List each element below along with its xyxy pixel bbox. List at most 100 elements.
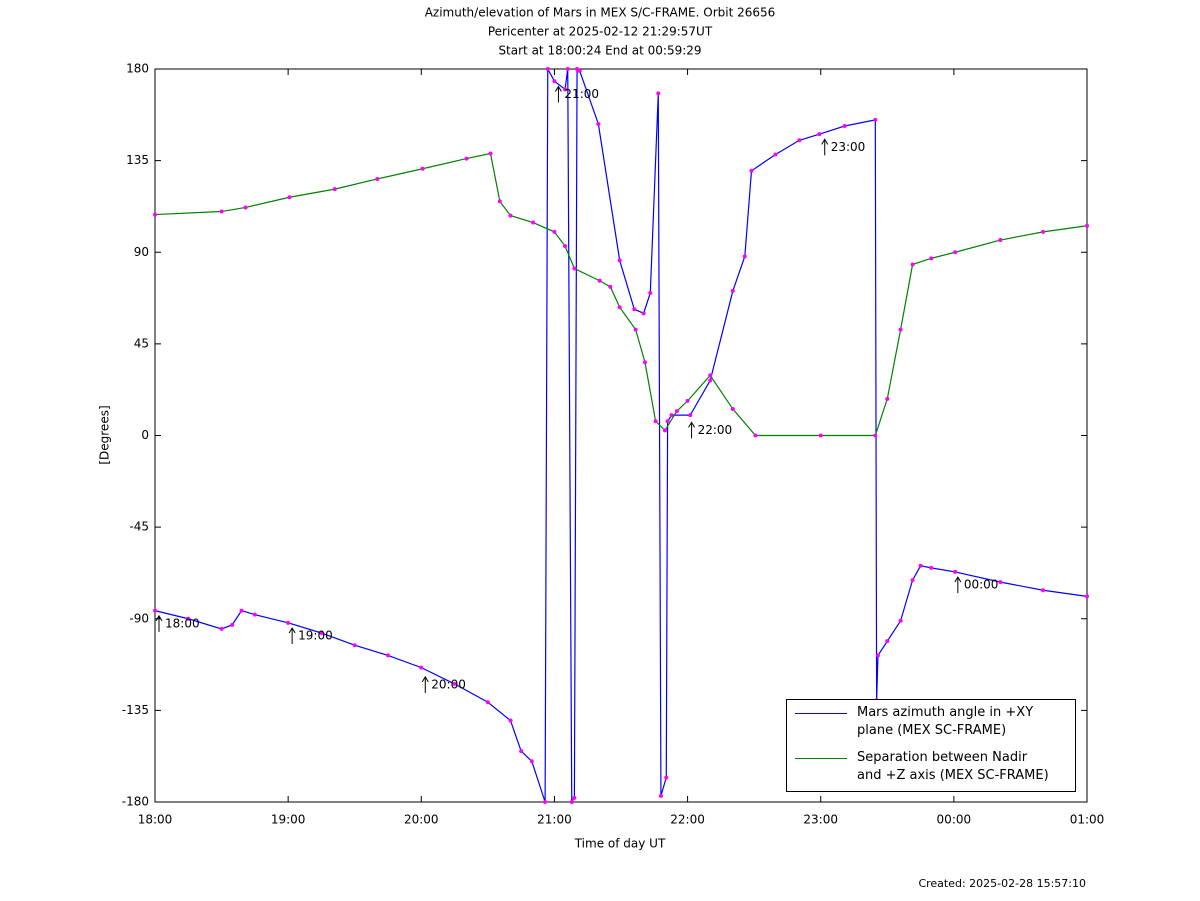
data-point (929, 565, 934, 570)
legend-entry: Mars azimuth angle in +XY plane (MEX SC-… (795, 704, 1033, 740)
data-point (797, 138, 802, 143)
legend: Mars azimuth angle in +XY plane (MEX SC-… (786, 699, 1076, 792)
data-point (488, 151, 493, 156)
annotation: 21:00 (564, 87, 599, 101)
y-tick-label: -135 (122, 703, 149, 717)
data-point (1085, 223, 1089, 228)
x-tick-label: 20:00 (404, 813, 439, 827)
data-point (419, 665, 424, 670)
data-point (953, 250, 958, 255)
x-tick-label: 01:00 (1070, 813, 1105, 827)
series-line (154, 152, 1088, 437)
data-point (648, 290, 653, 295)
data-point (531, 220, 536, 225)
data-point (818, 433, 823, 438)
annotation-arrowhead (821, 138, 829, 145)
data-point (953, 569, 958, 574)
chart-subtitle: Start at 18:00:24 End at 00:59:29 (498, 44, 701, 58)
data-point (577, 69, 582, 74)
data-point (1085, 594, 1089, 599)
data-point (742, 254, 747, 259)
annotation: 23:00 (831, 140, 866, 154)
data-point (918, 563, 923, 568)
y-tick-label: 180 (126, 62, 149, 76)
data-point (352, 643, 357, 648)
x-axis-label: Time of day UT (574, 837, 666, 851)
y-tick-label: 90 (134, 245, 149, 259)
data-point (153, 212, 157, 217)
x-tick-label: 21:00 (537, 813, 572, 827)
data-point (910, 262, 915, 267)
data-point (1041, 229, 1046, 234)
data-point (497, 199, 502, 204)
data-point (219, 209, 224, 214)
annotation: 19:00 (298, 629, 333, 643)
data-point (252, 612, 257, 617)
annotation-arrowhead (155, 614, 163, 622)
data-point (597, 278, 602, 283)
data-point (332, 187, 337, 192)
data-point (545, 67, 550, 71)
data-point (642, 360, 647, 365)
data-point (730, 407, 735, 412)
annotation-arrowhead (288, 627, 296, 634)
data-point (452, 681, 457, 686)
data-point (910, 578, 915, 583)
data-point (552, 79, 557, 84)
annotation-arrowhead (954, 576, 962, 583)
data-point (875, 653, 880, 658)
data-point (898, 618, 903, 623)
data-point (186, 616, 191, 621)
x-tick-label: 00:00 (937, 813, 972, 827)
y-tick-label: -90 (129, 611, 149, 625)
data-point (485, 700, 490, 705)
data-point (730, 288, 735, 293)
data-point (674, 409, 679, 414)
y-tick-label: 135 (126, 153, 149, 167)
data-point (219, 626, 224, 631)
legend-label: Separation between Nadir and +Z axis (ME… (857, 750, 1049, 783)
x-tick-label: 19:00 (271, 813, 306, 827)
data-point (658, 793, 663, 798)
data-point (998, 238, 1003, 243)
data-point (1041, 588, 1046, 593)
data-point (617, 305, 622, 310)
annotation: 00:00 (964, 578, 999, 592)
data-point (653, 419, 658, 424)
data-point (688, 413, 693, 418)
annotation: 18:00 (165, 616, 200, 630)
data-point (572, 266, 577, 271)
data-point (552, 229, 557, 234)
x-tick-label: 23:00 (803, 813, 838, 827)
data-point (508, 213, 513, 218)
data-point (420, 166, 425, 171)
legend-label: Mars azimuth angle in +XY plane (MEX SC-… (857, 705, 1034, 738)
data-point (563, 87, 568, 92)
data-point (596, 121, 601, 126)
data-point (386, 653, 390, 658)
legend-swatch (795, 758, 847, 759)
series-line (154, 67, 1088, 804)
annotation-arrowhead (688, 421, 695, 428)
data-point (375, 176, 380, 181)
data-point (656, 91, 661, 96)
plot-frame (154, 68, 1088, 803)
data-point (519, 749, 524, 754)
y-axis-label: [Degrees] (98, 405, 112, 464)
x-tick-label: 18:00 (138, 813, 173, 827)
data-point (817, 132, 822, 137)
legend-entry: Separation between Nadir and +Z axis (ME… (795, 749, 1049, 785)
footer: Created: 2025-02-28 15:57:10 (918, 877, 1086, 890)
data-point (243, 205, 248, 210)
data-point (508, 718, 513, 723)
data-point (873, 117, 878, 122)
data-point (633, 327, 638, 332)
data-point (664, 775, 669, 780)
data-point (464, 156, 469, 161)
data-point (286, 620, 291, 625)
data-point (898, 327, 903, 332)
data-point (842, 124, 847, 129)
data-point (773, 152, 778, 157)
data-point (753, 433, 758, 438)
